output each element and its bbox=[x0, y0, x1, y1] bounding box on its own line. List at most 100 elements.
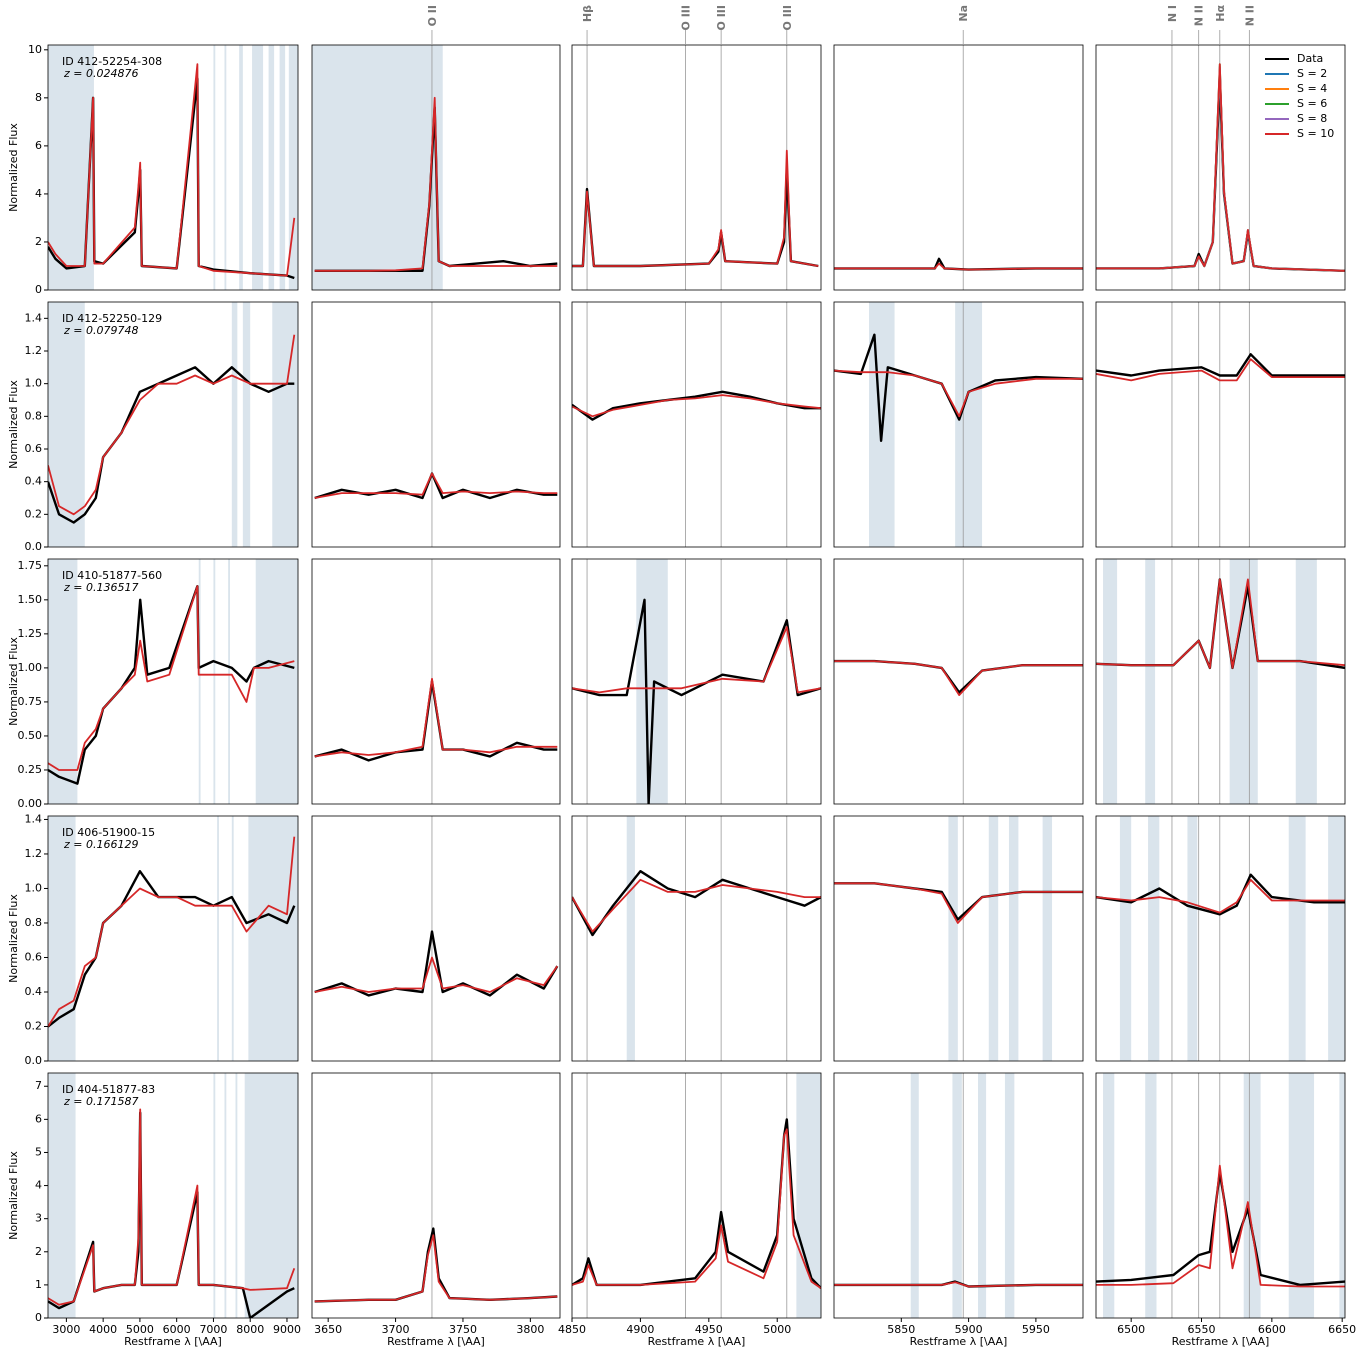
x-tick-label: 7000 bbox=[199, 1323, 227, 1336]
y-axis-label: Normalized Flux bbox=[7, 894, 20, 983]
masked-region bbox=[1243, 1073, 1261, 1318]
legend-label: S = 8 bbox=[1297, 112, 1327, 125]
panel bbox=[48, 302, 298, 547]
masked-region bbox=[312, 45, 443, 290]
masked-region bbox=[252, 45, 264, 290]
x-tick-label: 3650 bbox=[314, 1323, 342, 1336]
masked-region bbox=[231, 816, 234, 1061]
panel bbox=[1096, 302, 1345, 547]
masked-region bbox=[224, 45, 227, 290]
annotation: z = 0.024876 bbox=[63, 67, 138, 80]
feature-label: N II bbox=[1193, 5, 1206, 26]
legend-label: Data bbox=[1297, 52, 1323, 65]
masked-region bbox=[1103, 559, 1118, 804]
masked-region bbox=[244, 1073, 298, 1318]
panel-frame bbox=[571, 301, 822, 548]
annotation: ID 412-52254-308 bbox=[62, 55, 162, 68]
panel-frame bbox=[47, 558, 299, 805]
panel-frame bbox=[571, 44, 822, 291]
panel-frame bbox=[571, 815, 822, 1062]
spectrum-line bbox=[314, 677, 558, 758]
y-tick-label: 1.2 bbox=[25, 344, 43, 357]
panel-frame bbox=[571, 558, 822, 805]
x-tick-label: 6550 bbox=[1188, 1323, 1216, 1336]
spectrum-line bbox=[834, 1281, 1083, 1288]
masked-region bbox=[1008, 816, 1019, 1061]
annotation: z = 0.166129 bbox=[63, 838, 138, 851]
y-tick-label: 1.75 bbox=[18, 559, 43, 572]
spectrum-line bbox=[1096, 1164, 1345, 1288]
masked-region bbox=[1288, 816, 1306, 1061]
y-tick-label: 1.0 bbox=[25, 881, 43, 894]
panel-frame bbox=[833, 558, 1084, 805]
y-tick-label: 0.6 bbox=[25, 950, 43, 963]
x-tick-label: 5950 bbox=[1022, 1323, 1050, 1336]
panel bbox=[834, 559, 1083, 804]
y-tick-label: 0.0 bbox=[25, 1054, 43, 1067]
masked-region bbox=[988, 816, 999, 1061]
panel-frame bbox=[833, 301, 1084, 548]
masked-region bbox=[1042, 816, 1053, 1061]
x-axis-label: Restframe λ [\AA] bbox=[910, 1335, 1008, 1347]
spectrum-line bbox=[48, 366, 295, 524]
spectrum-line bbox=[572, 626, 821, 694]
y-axis-label: Normalized Flux bbox=[7, 637, 20, 726]
legend-label: S = 4 bbox=[1297, 82, 1327, 95]
y-tick-label: 2 bbox=[35, 1245, 42, 1258]
panel bbox=[1096, 1073, 1345, 1318]
x-axis-label: Restframe λ [\AA] bbox=[1172, 1335, 1270, 1347]
panel bbox=[314, 302, 558, 547]
annotation: ID 404-51877-83 bbox=[62, 1083, 155, 1096]
annotation: z = 0.079748 bbox=[63, 324, 138, 337]
masked-region bbox=[224, 1073, 227, 1318]
spectrum-line bbox=[572, 878, 821, 933]
x-tick-label: 4950 bbox=[695, 1323, 723, 1336]
panel bbox=[834, 45, 1083, 290]
spectrum-line bbox=[48, 334, 296, 516]
panel bbox=[572, 1073, 821, 1318]
panel-frame bbox=[833, 44, 1084, 291]
masked-region bbox=[248, 816, 298, 1061]
y-tick-label: 6 bbox=[35, 1112, 42, 1125]
x-tick-label: 6000 bbox=[163, 1323, 191, 1336]
x-tick-label: 8000 bbox=[236, 1323, 264, 1336]
masked-region bbox=[1339, 1073, 1345, 1318]
panel-frame bbox=[1095, 44, 1346, 291]
spectrum-line bbox=[572, 394, 821, 418]
masked-region bbox=[213, 559, 216, 804]
panel bbox=[48, 45, 298, 290]
y-tick-label: 0.0 bbox=[25, 540, 43, 553]
y-tick-label: 0.2 bbox=[25, 1019, 43, 1032]
y-tick-label: 1.2 bbox=[25, 847, 43, 860]
spectrum-line bbox=[314, 680, 558, 762]
x-tick-label: 3700 bbox=[382, 1323, 410, 1336]
x-tick-label: 4900 bbox=[626, 1323, 654, 1336]
y-tick-label: 8 bbox=[35, 91, 42, 104]
panel bbox=[834, 816, 1083, 1061]
masked-region bbox=[955, 302, 983, 547]
panel-frame bbox=[1095, 1072, 1346, 1319]
panel bbox=[572, 816, 821, 1061]
y-tick-label: 0 bbox=[35, 283, 42, 296]
masked-region bbox=[198, 559, 201, 804]
y-tick-label: 4 bbox=[35, 1179, 42, 1192]
masked-region bbox=[268, 45, 275, 290]
spectrum-line bbox=[572, 168, 819, 268]
spectrum-line bbox=[314, 96, 558, 272]
feature-label: Hα bbox=[1214, 5, 1227, 22]
y-tick-label: 0.25 bbox=[18, 763, 43, 776]
spectrum-line bbox=[48, 63, 296, 277]
spectrum-line bbox=[314, 472, 558, 500]
spectrum-line bbox=[834, 660, 1083, 696]
spectrum-line bbox=[48, 836, 296, 1027]
y-axis-label: Normalized Flux bbox=[7, 380, 20, 469]
y-tick-label: 10 bbox=[28, 43, 42, 56]
panel bbox=[1096, 45, 1345, 290]
panel bbox=[572, 45, 819, 290]
spectrum-line bbox=[834, 369, 1083, 418]
panel-frame bbox=[571, 1072, 822, 1319]
panel-frame bbox=[311, 815, 561, 1062]
masked-region bbox=[796, 1073, 821, 1318]
x-tick-label: 5000 bbox=[763, 1323, 791, 1336]
spectrum-line bbox=[834, 882, 1083, 924]
